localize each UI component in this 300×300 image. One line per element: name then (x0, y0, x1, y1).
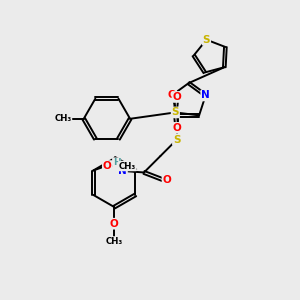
Text: N: N (118, 166, 127, 176)
Text: CH₃: CH₃ (119, 161, 136, 170)
Text: CH₃: CH₃ (54, 114, 71, 123)
Text: O: O (172, 92, 181, 102)
Text: O: O (110, 219, 119, 229)
Text: O: O (103, 161, 112, 171)
Text: CH₃: CH₃ (106, 237, 123, 246)
Text: O: O (167, 90, 176, 100)
Text: S: S (203, 35, 210, 45)
Text: N: N (201, 90, 210, 100)
Text: S: S (173, 135, 180, 145)
Text: O: O (163, 175, 171, 185)
Text: S: S (172, 107, 179, 117)
Text: H: H (113, 158, 120, 167)
Text: O: O (172, 123, 181, 133)
